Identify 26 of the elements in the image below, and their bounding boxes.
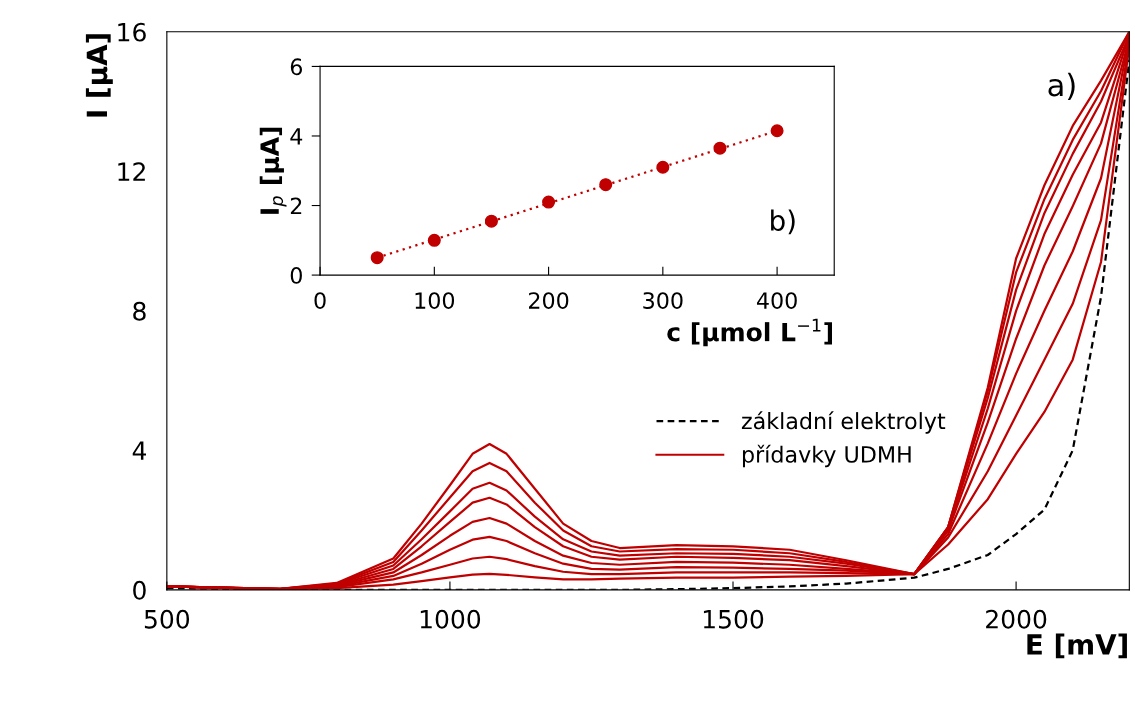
x-tick-label: 300 (643, 292, 683, 309)
x-tick-label: 0 (314, 292, 326, 309)
annotation: a) (1048, 72, 1075, 101)
x-axis-title: c [µmol L$^{−1}$] (667, 318, 832, 347)
x-tick-label: 1500 (703, 609, 764, 629)
y-tick-label: 6 (290, 58, 302, 76)
annotation: b) (771, 209, 795, 235)
legend-label: přídavky UDMH (742, 444, 911, 468)
y-axis-title: I [µA] (85, 34, 113, 117)
x-tick-label: 1000 (420, 609, 481, 629)
x-tick-label: 200 (529, 292, 569, 309)
y-tick-label: 12 (118, 162, 145, 181)
y-tick-label: 0 (133, 580, 146, 600)
y-tick-label: 8 (133, 301, 146, 321)
y-tick-label: 0 (290, 267, 302, 284)
y-tick-label: 4 (132, 441, 146, 460)
y-axis-title: I$_{p}$ [µA] (259, 127, 287, 214)
y-tick-label: 4 (290, 128, 303, 145)
x-tick-label: 400 (756, 292, 797, 309)
y-tick-label: 2 (290, 197, 302, 214)
x-tick-label: 2000 (986, 609, 1047, 629)
x-tick-label: 100 (415, 292, 455, 309)
x-tick-label: 500 (144, 609, 190, 629)
legend-label: základní elektrolyt (741, 411, 946, 434)
y-tick-label: 16 (118, 22, 146, 42)
x-axis-title: E [mV] (1027, 633, 1127, 659)
